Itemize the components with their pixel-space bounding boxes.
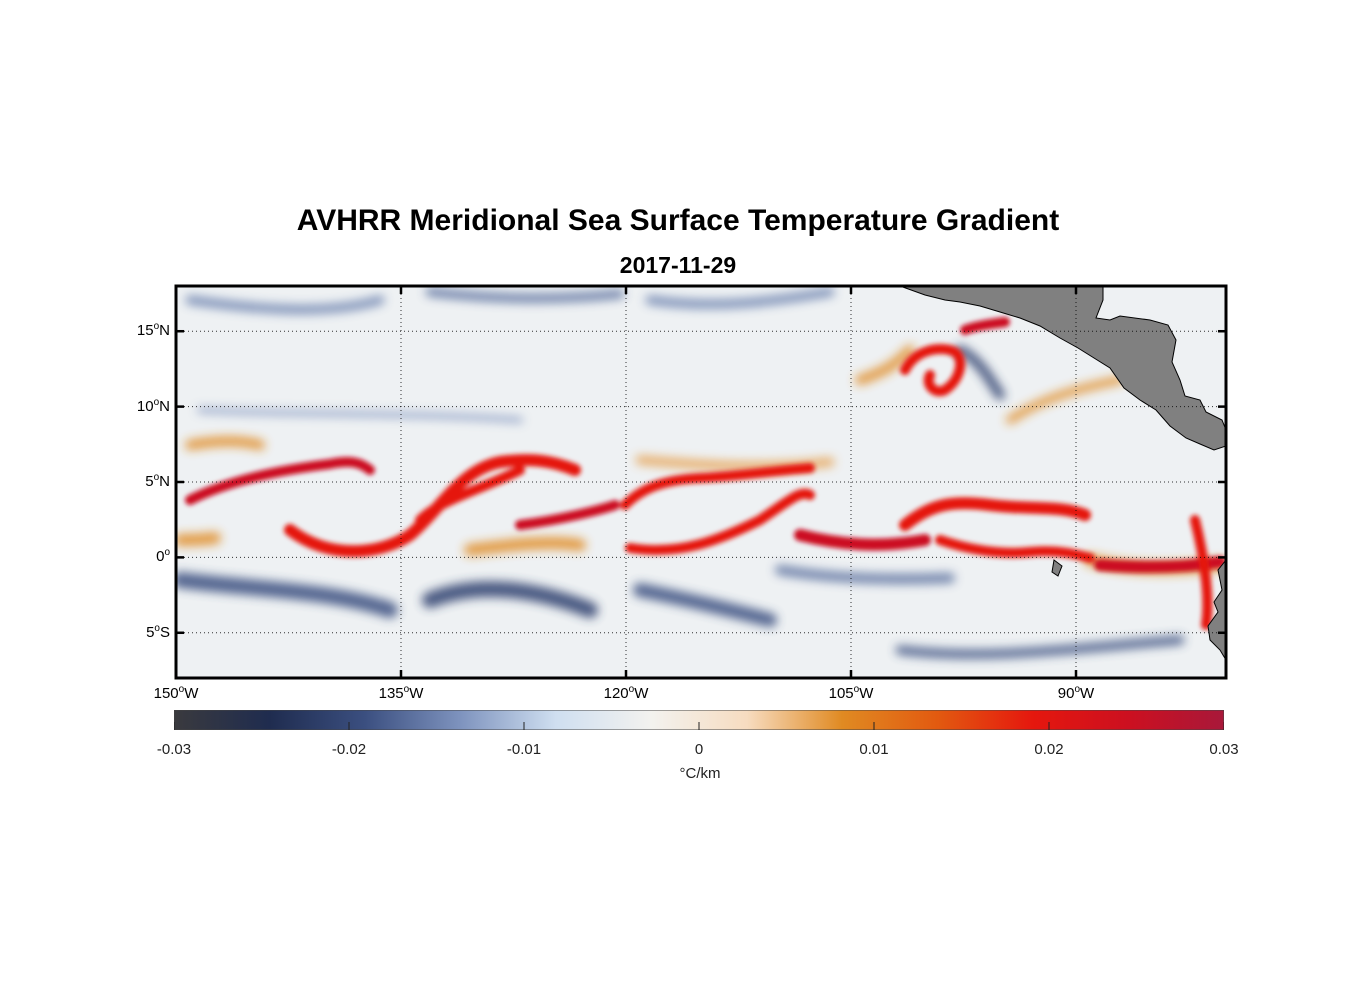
colorbar-units: °C/km <box>679 765 721 782</box>
longitude-tick-label: 120oW <box>603 684 649 702</box>
colorbar-tick-label: 0.03 <box>1209 741 1239 758</box>
latitude-tick-label: 15oN <box>136 321 170 340</box>
chart-title: AVHRR Meridional Sea Surface Temperature… <box>296 204 1060 237</box>
colorbar <box>174 710 1224 730</box>
land-mass <box>899 286 1226 661</box>
latitude-tick-label: 5oS <box>146 622 170 641</box>
colorbar-tick-label: -0.01 <box>506 741 542 758</box>
chart-subtitle: 2017-11-29 <box>619 252 737 278</box>
colorbar-tick-label: 0 <box>694 741 704 758</box>
latitude-tick-label: 10oN <box>136 396 170 415</box>
colorbar-tick-label: 0.02 <box>1034 741 1064 758</box>
longitude-tick-label: 105oW <box>828 684 874 702</box>
longitude-tick-label: 90oW <box>1057 684 1095 702</box>
axis-ticks <box>174 286 1226 678</box>
latitude-tick-label: 5oN <box>145 472 170 490</box>
strong-positive-gradient-fronts <box>185 317 1226 630</box>
longitude-tick-label: 150oW <box>153 684 199 702</box>
latitude-tick-label: 0o <box>156 547 170 566</box>
colorbar-tick-label: -0.02 <box>331 741 367 758</box>
colorbar-tick-label: 0.01 <box>859 741 889 758</box>
longitude-tick-label: 135oW <box>378 684 424 702</box>
colorbar-tick-label: -0.03 <box>156 741 192 758</box>
negative-gradient-bands <box>176 287 1185 659</box>
